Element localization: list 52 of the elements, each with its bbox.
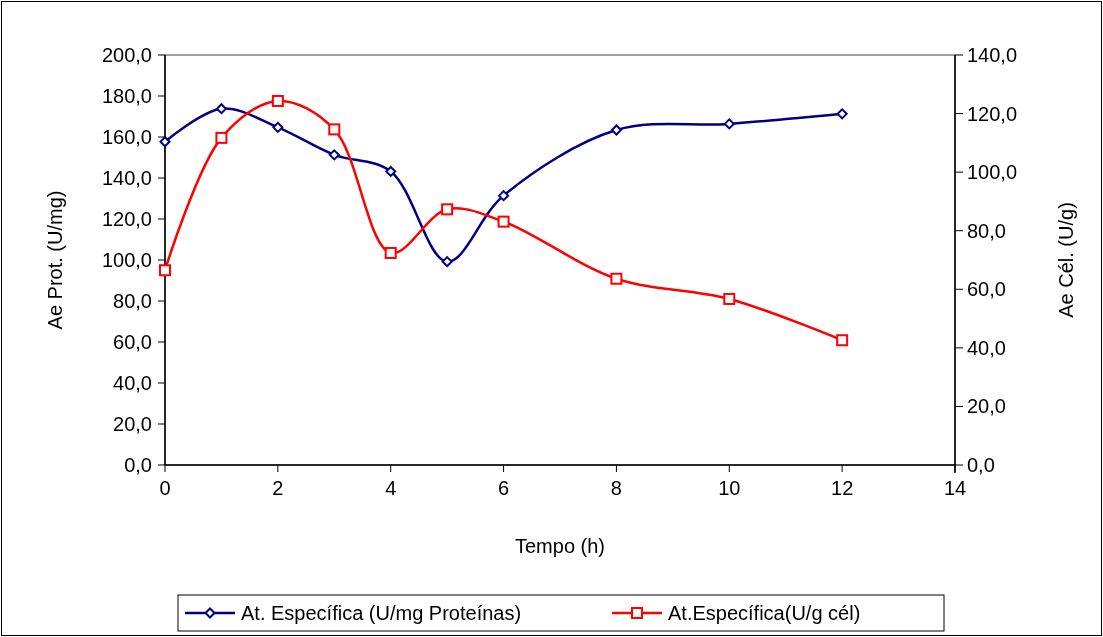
point (610, 272, 623, 285)
y2-tick-label: 140,0 (967, 44, 1018, 66)
point (271, 94, 284, 107)
x-tick-label: 12 (831, 477, 854, 499)
x-tick-label: 0 (159, 477, 171, 499)
y2-tick-label: 60,0 (967, 278, 1006, 301)
legend-label: At. Específica (U/mg Proteínas) (241, 602, 522, 624)
x-tick-label: 4 (385, 477, 397, 499)
y-tick-label: 180,0 (101, 85, 152, 107)
y2-tick-label: 0,0 (967, 454, 995, 476)
y-tick-label: 160,0 (101, 126, 152, 148)
point (272, 121, 284, 133)
y2-tick-label: 80,0 (967, 219, 1006, 242)
y2-tick-label: 100,0 (967, 161, 1018, 184)
point (215, 103, 227, 115)
point (836, 108, 848, 120)
point (497, 215, 510, 228)
y-tick-label: 0,0 (124, 454, 152, 476)
y-tick-label: 60,0 (113, 331, 152, 353)
point (328, 123, 341, 136)
y2-axis-title: Ae Cél. (U/g) (1055, 202, 1077, 318)
x-tick-label: 10 (718, 477, 741, 499)
y-tick-label: 100,0 (101, 249, 152, 271)
point (159, 264, 171, 277)
x-tick-label: 6 (498, 477, 510, 499)
point (385, 165, 397, 177)
point (441, 256, 453, 268)
point (610, 124, 622, 136)
y-tick-label: 20,0 (113, 413, 152, 435)
point (384, 246, 397, 259)
y2-tick-label: 40,0 (967, 336, 1006, 359)
point (723, 292, 736, 305)
point (215, 131, 228, 144)
y2-tick-label: 20,0 (967, 395, 1006, 418)
y-tick-label: 120,0 (101, 208, 152, 230)
point (498, 190, 510, 202)
point (723, 118, 735, 130)
y-tick-label: 40,0 (113, 372, 152, 394)
y-tick-label: 140,0 (101, 167, 152, 189)
y2-tick-label: 120,0 (967, 102, 1018, 125)
x-tick-label: 2 (272, 477, 284, 499)
point (836, 334, 849, 347)
point (159, 136, 171, 148)
x-axis-title: Tempo (h) (514, 535, 606, 557)
legend-label: At.Específica(U/g cél) (668, 602, 861, 624)
x-tick-label: 8 (610, 477, 622, 499)
y-tick-label: 80,0 (113, 290, 152, 312)
x-tick-label: 14 (943, 477, 967, 499)
point (441, 203, 454, 216)
y-axis-title: Ae Prot. (U/mg) (44, 190, 66, 330)
y-tick-label: 200,0 (101, 44, 152, 66)
point (328, 149, 340, 161)
